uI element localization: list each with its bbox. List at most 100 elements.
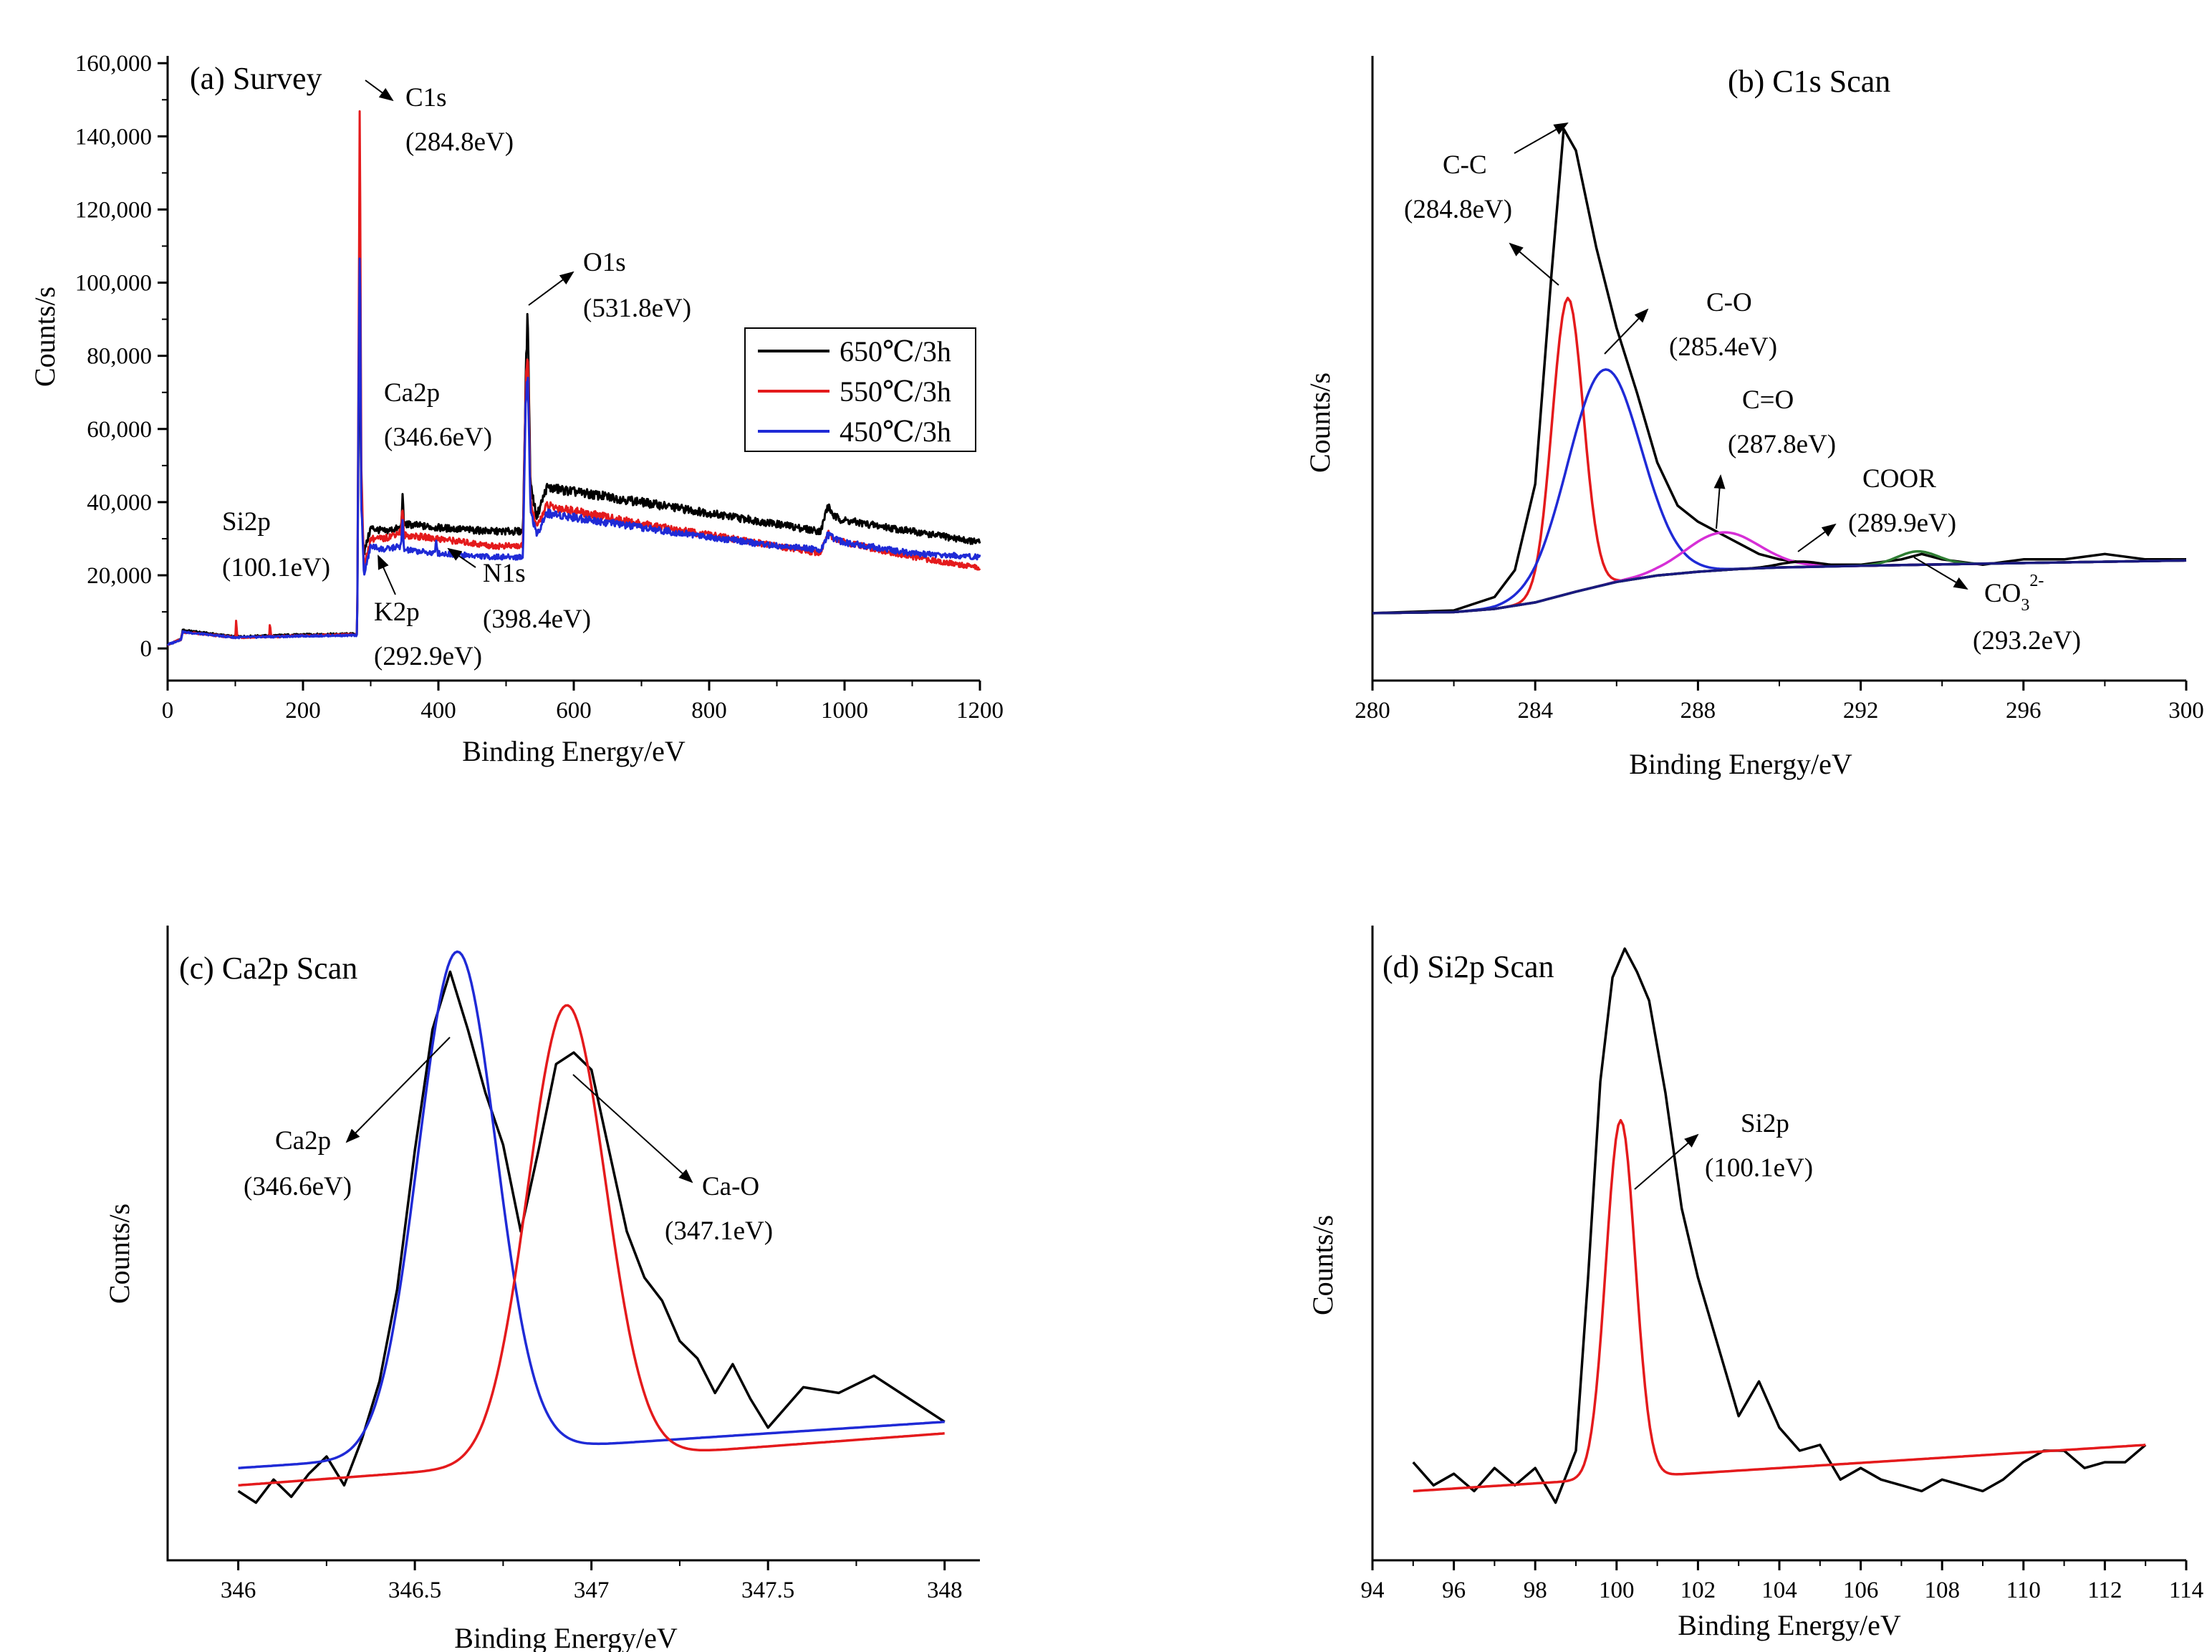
panel-a-xlabel: Binding Energy/eV <box>462 735 686 767</box>
y-tick-label: 0 <box>140 636 153 662</box>
x-tick-label: 98 <box>1524 1577 1547 1603</box>
x-tick-label: 346.5 <box>388 1577 441 1603</box>
y-tick-label: 160,000 <box>75 51 152 77</box>
annotation-k2p-value: (292.9eV) <box>374 642 482 671</box>
panel-a-legend: 650℃/3h 550℃/3h 450℃/3h <box>744 327 976 452</box>
annotation-co3-label: CO32- <box>1984 572 2044 615</box>
x-tick-label: 96 <box>1442 1577 1466 1603</box>
x-tick-label: 400 <box>420 698 456 724</box>
panel-d-si2p-scan: 94 96 98 100 102 104 106 108 110 112 114 (d) Si2p … <box>1307 926 2203 1641</box>
x-tick-label: 600 <box>556 698 592 724</box>
x-tick-label: 800 <box>691 698 727 724</box>
annotation-ca2p-label: Ca2p <box>384 378 440 408</box>
annotation-si2p-value: (100.1eV) <box>222 553 330 582</box>
x-tick-label: 347 <box>574 1577 610 1603</box>
annotation-d-si2p-arrow <box>1634 1133 1699 1190</box>
annotation-c1s-label: C1s <box>405 83 447 112</box>
x-tick-label: 110 <box>2006 1577 2041 1603</box>
panel-c-ca2p-scan: 346 346.5 347 347.5 348 (c) Ca2p Scan Bindin… <box>103 926 980 1652</box>
x-tick-label: 114 <box>2169 1577 2203 1603</box>
annotation-c-dbl-o-label: C=O <box>1742 385 1794 415</box>
panel-c-title: (c) Ca2p Scan <box>179 951 357 986</box>
annotation-co-value: (285.4eV) <box>1669 332 1777 362</box>
panel-d-axes <box>1371 926 2186 1562</box>
annotation-c1s-value: (284.8eV) <box>405 128 514 157</box>
annotation-c-dbl-o-arrow <box>1713 474 1726 529</box>
annotation-cc-label: C-C <box>1443 150 1487 180</box>
annotation-d-si2p-label: Si2p <box>1741 1109 1789 1138</box>
panel-c-annotations: Ca2p (346.6eV) Ca-O (347.1eV) <box>244 1037 773 1246</box>
panel-b-title: (b) C1s Scan <box>1728 64 1890 99</box>
annotation-cao-arrow <box>572 1074 693 1183</box>
x-tick-label: 104 <box>1761 1577 1797 1603</box>
annotation-o1s-value: (531.8eV) <box>583 294 691 323</box>
x-tick-label: 108 <box>1924 1577 1960 1603</box>
annotation-o1s-label: O1s <box>583 248 626 277</box>
panel-b-series <box>1372 128 2187 615</box>
x-tick-label: 292 <box>1843 698 1879 724</box>
annotation-si2p-label: Si2p <box>222 507 271 537</box>
series-background <box>1372 559 2187 615</box>
panel-a-x-ticks: 0 200 400 600 800 1000 1200 <box>162 681 1004 724</box>
x-tick-label: 1000 <box>821 698 868 724</box>
annotation-c-ca2p-arrow <box>345 1037 451 1143</box>
x-tick-label: 94 <box>1361 1577 1385 1603</box>
panel-c-series <box>237 950 946 1504</box>
x-tick-label: 106 <box>1843 1577 1879 1603</box>
legend-entry-550: 550℃/3h <box>840 375 951 408</box>
series-ca2p-envelope <box>237 970 946 1504</box>
panel-a-survey: 0 200 400 600 800 1000 1200 0 20,000 40,000 60,00… <box>29 51 1004 767</box>
annotation-co3-arrow <box>1913 557 1968 590</box>
annotation-ca2p-value: (346.6eV) <box>384 423 492 452</box>
x-tick-label: 288 <box>1680 698 1716 724</box>
y-tick-label: 100,000 <box>75 271 152 297</box>
annotation-c-ca2p-value: (346.6eV) <box>244 1172 352 1201</box>
panel-b-annotations: C-C (284.8eV) C-O (285.4eV) C=O (287.8eV… <box>1404 123 2081 655</box>
annotation-o1s-arrow <box>528 271 574 306</box>
annotation-d-si2p-value: (100.1eV) <box>1705 1153 1813 1183</box>
series-si2p <box>1413 1118 2146 1493</box>
annotation-c1s-arrow <box>365 80 394 102</box>
panel-a-series <box>166 110 981 647</box>
y-tick-label: 40,000 <box>87 490 152 516</box>
annotation-coor-label: COOR <box>1862 464 1936 494</box>
annotation-cao-value: (347.1eV) <box>665 1216 773 1246</box>
panel-d-x-ticks: 94 96 98 100 102 104 106 108 110 112 114 <box>1361 1560 2203 1603</box>
panel-b-axes <box>1371 56 2186 682</box>
panel-a-annotations: C1s (284.8eV) O1s (531.8eV) Ca2p (346.6e… <box>222 80 691 671</box>
x-tick-label: 100 <box>1599 1577 1635 1603</box>
x-tick-label: 1200 <box>956 698 1004 724</box>
panel-d-series <box>1412 947 2147 1504</box>
annotation-co-arrow <box>1604 308 1649 355</box>
y-tick-label: 80,000 <box>87 344 152 370</box>
series-c-o <box>1372 531 2187 615</box>
series-si2p-envelope <box>1412 947 2147 1504</box>
y-tick-label: 140,000 <box>75 124 152 150</box>
annotation-coor-arrow <box>1797 523 1837 552</box>
panel-c-xlabel: Binding Energy/eV <box>454 1622 678 1652</box>
panel-d-ylabel: Counts/s <box>1307 1215 1339 1315</box>
annotation-n1s-arrow <box>447 547 476 568</box>
x-tick-label: 346 <box>221 1577 256 1603</box>
annotation-cao-label: Ca-O <box>702 1172 759 1201</box>
series-ca-o <box>238 1004 945 1487</box>
panel-b-ylabel: Counts/s <box>1304 373 1336 473</box>
annotation-c-ca2p-label: Ca2p <box>275 1126 331 1156</box>
panel-d-title: (d) Si2p Scan <box>1382 949 1554 984</box>
co3-superscript: 2- <box>2029 572 2044 590</box>
co3-subscript: 3 <box>2021 596 2029 615</box>
panel-a-title: (a) Survey <box>190 61 322 96</box>
panel-a-ylabel: Counts/s <box>29 287 61 387</box>
annotation-n1s-value: (398.4eV) <box>483 605 591 634</box>
annotation-co3-value: (293.2eV) <box>1973 626 2081 655</box>
x-tick-label: 200 <box>285 698 321 724</box>
legend-entry-650: 650℃/3h <box>840 335 951 368</box>
x-tick-label: 280 <box>1355 698 1390 724</box>
panel-c-x-ticks: 346 346.5 347 347.5 348 <box>221 1560 962 1603</box>
annotation-n1s-label: N1s <box>483 559 526 588</box>
annotation-cc-arrow-envelope <box>1514 123 1569 154</box>
panel-c-axes <box>166 926 980 1562</box>
annotation-k2p-arrow <box>378 554 396 595</box>
x-tick-label: 0 <box>162 698 174 724</box>
annotation-coor-value: (289.9eV) <box>1848 509 1956 538</box>
